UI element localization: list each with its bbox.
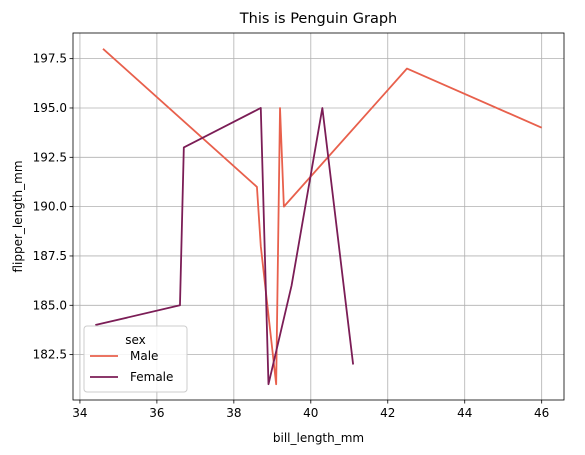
x-tick-label: 46 xyxy=(534,406,549,420)
y-axis-label: flipper_length_mm xyxy=(11,160,25,272)
x-tick-label: 42 xyxy=(380,406,395,420)
y-tick-label: 195.0 xyxy=(33,101,67,115)
x-tick-label: 38 xyxy=(226,406,241,420)
x-tick-label: 40 xyxy=(303,406,318,420)
x-tick-label: 34 xyxy=(72,406,87,420)
legend-title: sex xyxy=(125,333,146,347)
y-tick-label: 182.5 xyxy=(33,348,67,362)
chart-title: This is Penguin Graph xyxy=(239,11,397,27)
x-tick-label: 36 xyxy=(149,406,164,420)
y-tick-label: 187.5 xyxy=(33,249,67,263)
x-tick-label: 44 xyxy=(457,406,472,420)
x-axis-label: bill_length_mm xyxy=(273,431,364,445)
y-tick-label: 192.5 xyxy=(33,150,67,164)
legend: sex Male Female xyxy=(84,326,187,392)
y-tick-label: 190.0 xyxy=(33,200,67,214)
legend-label-female: Female xyxy=(130,370,173,384)
y-tick-label: 185.0 xyxy=(33,298,67,312)
y-tick-label: 197.5 xyxy=(33,52,67,66)
legend-label-male: Male xyxy=(130,349,158,363)
